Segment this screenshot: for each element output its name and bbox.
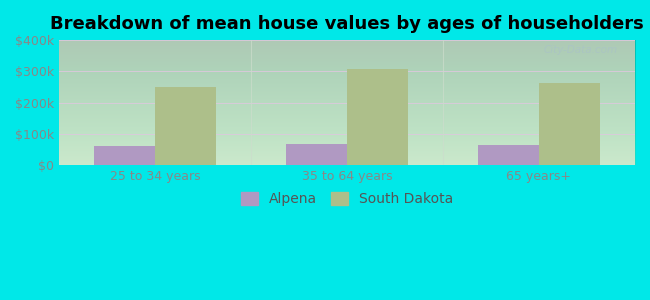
Title: Breakdown of mean house values by ages of householders: Breakdown of mean house values by ages o… <box>50 15 644 33</box>
Bar <box>155 87 216 165</box>
Bar <box>94 146 155 165</box>
Bar <box>539 83 601 165</box>
Bar <box>347 69 408 165</box>
Bar <box>285 144 347 165</box>
Bar <box>478 145 539 165</box>
Text: City-Data.com: City-Data.com <box>543 45 618 55</box>
Legend: Alpena, South Dakota: Alpena, South Dakota <box>237 188 457 210</box>
